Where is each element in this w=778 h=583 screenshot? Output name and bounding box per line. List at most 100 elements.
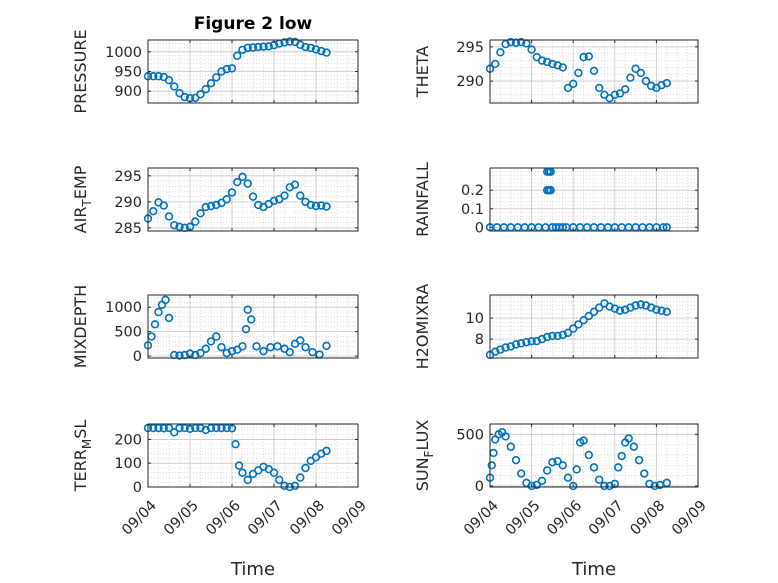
data-point <box>212 332 221 341</box>
subplot-air-temp: 285 290 295 AIRTEMP <box>71 165 359 237</box>
y-tick-label: 10 <box>466 311 484 327</box>
data-point <box>568 324 578 333</box>
data-point <box>553 456 562 466</box>
axes-box <box>147 423 359 488</box>
x-tick-label: 09/04 <box>119 498 160 539</box>
data-point <box>217 423 226 433</box>
data-point <box>584 450 593 460</box>
data-point <box>553 331 562 341</box>
y-tick-label: 900 <box>114 84 142 100</box>
data-point <box>317 46 326 56</box>
data-point <box>154 307 163 317</box>
data-point <box>227 64 237 73</box>
plot-area <box>490 168 698 231</box>
data-point <box>154 423 163 433</box>
y-tick-label: 290 <box>114 195 142 211</box>
data-point <box>546 186 555 195</box>
data-point <box>579 316 588 325</box>
y-tick-label: 500 <box>456 427 484 443</box>
data-point <box>322 446 331 456</box>
data-point <box>306 200 315 210</box>
data-point <box>306 43 315 53</box>
data-point <box>241 324 251 334</box>
data-point <box>594 475 604 484</box>
data-point <box>231 440 240 449</box>
data-point <box>206 201 216 211</box>
data-point <box>322 341 331 350</box>
data-point <box>615 89 625 98</box>
data-point <box>506 37 515 47</box>
data-point <box>206 79 216 88</box>
data-point <box>641 76 651 86</box>
data-point <box>542 332 552 342</box>
data-point <box>196 423 205 433</box>
data-point <box>290 180 300 189</box>
y-axis-label: SUNFLUX <box>413 420 436 492</box>
y-tick-label: 290 <box>456 74 484 90</box>
data-point <box>243 475 252 485</box>
data-point <box>548 331 557 341</box>
data-point <box>149 207 158 216</box>
data-point <box>212 73 221 82</box>
x-tick-label: 09/06 <box>544 498 585 539</box>
data-point <box>273 342 282 351</box>
data-series <box>485 37 671 103</box>
data-point <box>243 43 252 53</box>
data-point <box>568 481 578 491</box>
subplot-terr-msl: 0 100 200 TERRMSL 09/04 09/05 09/06 09/07 09/08 0… <box>71 420 370 580</box>
data-point <box>568 79 578 89</box>
data-point <box>516 469 526 478</box>
y-tick-label: 8 <box>475 332 484 348</box>
subplot-rainfall: 0 0.1 0.2 RAINFALL <box>413 162 699 237</box>
data-point <box>280 481 289 491</box>
data-point <box>222 195 231 204</box>
data-point <box>269 468 279 477</box>
y-axis-label: PRESSURE <box>71 29 90 113</box>
data-point <box>662 78 671 88</box>
subplot-pressure: 900 950 1000 PRESSURE <box>71 29 359 114</box>
x-axis-label: Time <box>230 559 275 580</box>
data-point <box>594 303 604 312</box>
y-tick-label: 200 <box>114 432 142 448</box>
x-tick-label: 09/07 <box>245 498 286 539</box>
data-point <box>542 466 552 475</box>
data-point <box>201 202 210 212</box>
data-series <box>143 37 331 103</box>
data-point <box>180 423 189 433</box>
y-tick-label: 0 <box>475 220 484 236</box>
data-point <box>280 38 289 47</box>
data-point <box>516 339 526 348</box>
data-point <box>662 478 671 488</box>
data-point <box>227 188 237 197</box>
data-point <box>317 201 326 210</box>
data-point <box>610 90 619 99</box>
axes-box <box>147 167 359 232</box>
data-point <box>269 196 279 206</box>
y-tick-label: 0 <box>133 480 142 496</box>
data-point <box>631 301 640 310</box>
data-point <box>301 343 310 352</box>
x-tick-label: 09/05 <box>161 498 202 539</box>
data-point <box>238 45 247 55</box>
data-point <box>662 307 671 316</box>
data-point <box>563 328 573 337</box>
y-tick-label: 0.2 <box>461 183 484 199</box>
data-point <box>311 201 321 211</box>
data-point <box>301 463 310 473</box>
data-point <box>159 201 168 210</box>
y-tick-label: 1000 <box>105 300 142 316</box>
data-point <box>589 66 599 76</box>
data-point <box>558 461 567 470</box>
data-point <box>170 221 179 230</box>
y-tick-label: 950 <box>114 65 142 81</box>
data-point <box>206 423 216 433</box>
data-point <box>322 202 331 211</box>
data-point <box>605 481 614 491</box>
y-tick-label: 0.1 <box>461 202 484 218</box>
axes-box <box>489 39 699 104</box>
y-axis-label: AIRTEMP <box>71 165 94 233</box>
data-point <box>650 481 659 491</box>
data-point <box>501 432 510 441</box>
chart-title: Figure 2 low <box>194 14 313 34</box>
data-point <box>196 90 205 99</box>
